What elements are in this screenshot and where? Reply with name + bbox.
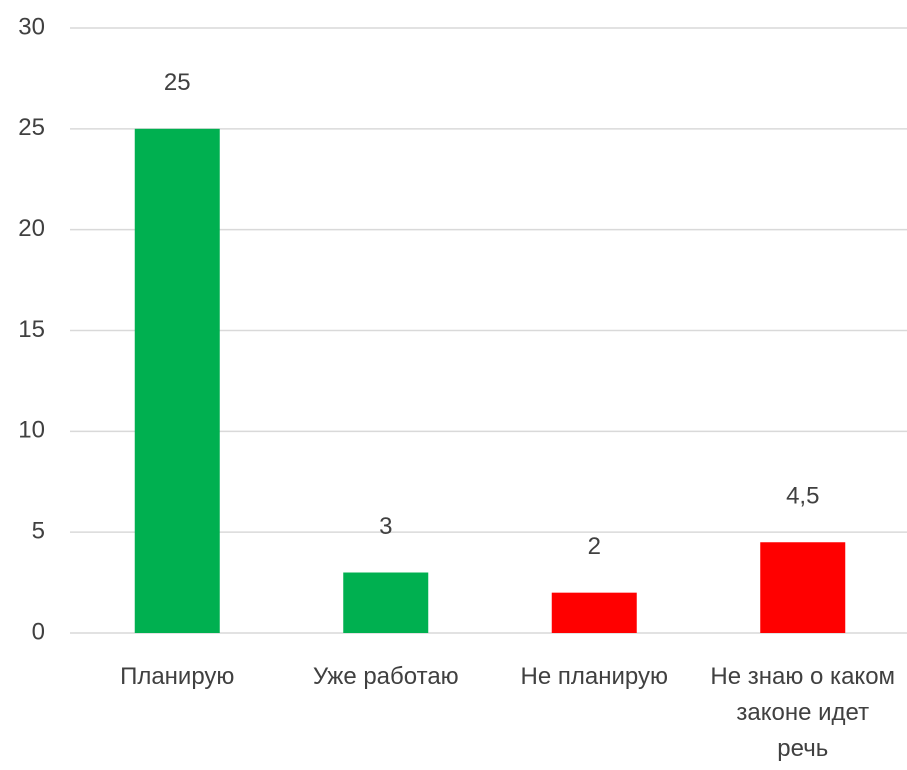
bar <box>760 542 846 633</box>
x-tick-label: Не планирую <box>520 663 668 690</box>
y-tick-label: 10 <box>18 417 45 444</box>
y-tick-label: 15 <box>18 316 45 343</box>
x-tick-label: Планирую <box>120 663 235 690</box>
value-label: 25 <box>164 69 191 96</box>
y-tick-label: 25 <box>18 114 45 141</box>
y-tick-label: 30 <box>18 13 45 40</box>
bar <box>551 592 637 633</box>
y-tick-label: 20 <box>18 215 45 242</box>
bar <box>343 572 429 633</box>
value-label: 4,5 <box>786 483 819 510</box>
y-tick-label: 5 <box>32 518 45 545</box>
value-label: 2 <box>588 533 601 560</box>
x-tick-label: Не знаю о каком законе идет речь <box>710 663 896 762</box>
bar <box>134 128 220 634</box>
y-tick-label: 0 <box>32 618 45 645</box>
x-tick-label: Уже работаю <box>312 663 459 690</box>
value-label: 3 <box>379 513 392 540</box>
